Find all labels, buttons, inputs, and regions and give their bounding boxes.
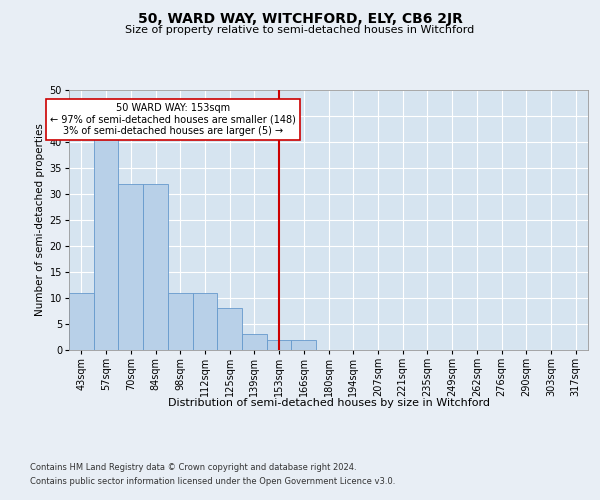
Text: Distribution of semi-detached houses by size in Witchford: Distribution of semi-detached houses by … — [168, 398, 490, 407]
Text: Contains public sector information licensed under the Open Government Licence v3: Contains public sector information licen… — [30, 478, 395, 486]
Text: Size of property relative to semi-detached houses in Witchford: Size of property relative to semi-detach… — [125, 25, 475, 35]
Bar — [143, 184, 168, 350]
Bar — [94, 137, 118, 350]
Bar — [118, 184, 143, 350]
Bar — [69, 293, 94, 350]
Text: 50, WARD WAY, WITCHFORD, ELY, CB6 2JR: 50, WARD WAY, WITCHFORD, ELY, CB6 2JR — [137, 12, 463, 26]
Bar — [217, 308, 242, 350]
Text: Contains HM Land Registry data © Crown copyright and database right 2024.: Contains HM Land Registry data © Crown c… — [30, 462, 356, 471]
Bar — [168, 293, 193, 350]
Y-axis label: Number of semi-detached properties: Number of semi-detached properties — [35, 124, 46, 316]
Bar — [193, 293, 217, 350]
Bar — [292, 340, 316, 350]
Bar — [267, 340, 292, 350]
Text: 50 WARD WAY: 153sqm
← 97% of semi-detached houses are smaller (148)
3% of semi-d: 50 WARD WAY: 153sqm ← 97% of semi-detach… — [50, 103, 296, 136]
Bar — [242, 334, 267, 350]
